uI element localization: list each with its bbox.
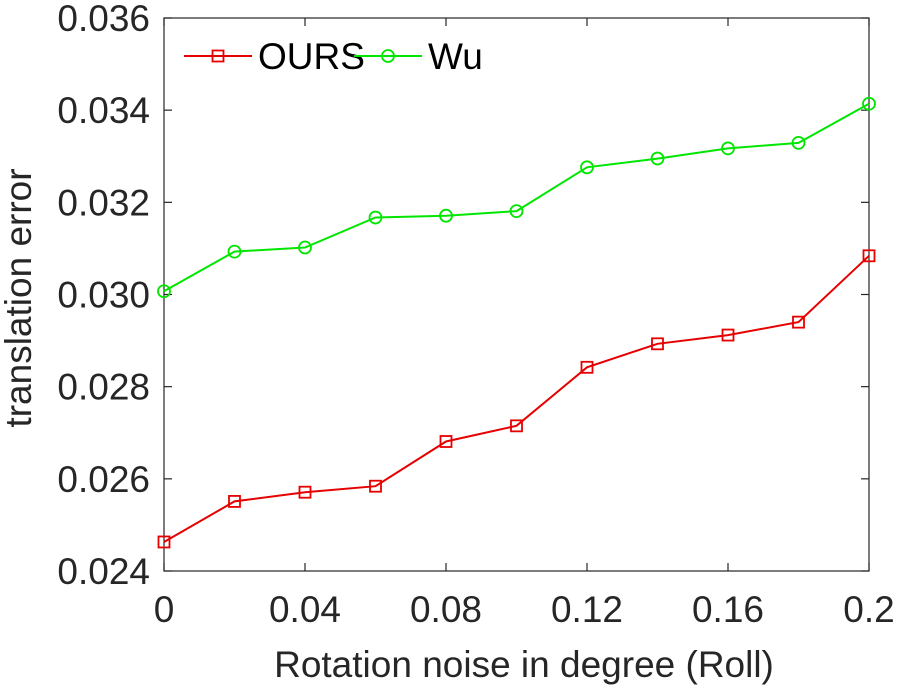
plot-area	[163, 17, 870, 572]
data-point-ours	[580, 360, 594, 374]
legend-marker-ours	[211, 49, 225, 63]
data-point-ours	[157, 535, 171, 549]
axes-frame	[163, 17, 870, 572]
data-point-ours	[651, 337, 664, 351]
x-tick-label: 0.04	[269, 589, 341, 630]
data-point-wu	[509, 204, 524, 218]
series-wu	[157, 96, 876, 299]
data-point-ours	[439, 435, 453, 448]
legend: OURS Wu	[184, 36, 483, 77]
y-tick-label: 0.030	[57, 275, 150, 316]
x-tick-label: 0	[154, 589, 175, 630]
x-axis-label: Rotation noise in degree (Roll)	[274, 644, 774, 685]
y-tick-label: 0.036	[57, 0, 150, 39]
x-tick-label: 0.08	[410, 589, 482, 630]
data-point-ours	[228, 495, 241, 508]
legend-marker-wu	[381, 49, 395, 63]
data-point-wu	[368, 210, 383, 225]
x-tick-label: 0.2	[843, 589, 894, 630]
y-tick-label: 0.026	[57, 459, 150, 500]
data-point-ours	[298, 485, 312, 499]
series-line-ours	[163, 255, 870, 543]
series-line-wu	[163, 102, 870, 293]
legend-item-ours: OURS	[184, 36, 365, 77]
y-tick-label: 0.034	[57, 90, 150, 131]
data-point-wu	[791, 135, 806, 150]
data-point-wu	[650, 151, 665, 166]
x-tick-label: 0.12	[551, 589, 623, 630]
tick-group: 0 0.04 0.08 0.12 0.16 0.2 0.024 0.026 0.028 0.030…	[57, 0, 894, 630]
x-tick-label: 0.16	[692, 589, 764, 630]
data-point-ours	[510, 419, 523, 433]
y-axis-label: translation error	[0, 168, 39, 427]
legend-label-ours: OURS	[258, 36, 365, 77]
data-point-wu	[439, 208, 453, 223]
y-tick-label: 0.024	[57, 551, 150, 592]
y-tick-label: 0.028	[57, 367, 150, 408]
data-point-ours	[792, 315, 805, 329]
legend-item-wu: Wu	[354, 36, 483, 77]
data-point-wu	[157, 284, 171, 299]
y-tick-label: 0.032	[57, 182, 150, 223]
data-point-wu	[227, 244, 242, 259]
series-layer	[157, 96, 876, 549]
data-point-ours	[862, 249, 876, 263]
data-point-wu	[862, 96, 876, 111]
data-point-ours	[369, 479, 382, 493]
series-ours	[157, 249, 876, 549]
data-point-ours	[721, 328, 735, 342]
data-point-wu	[298, 240, 312, 255]
legend-label-wu: Wu	[428, 36, 483, 77]
data-point-wu	[721, 141, 735, 156]
data-point-wu	[580, 160, 594, 175]
